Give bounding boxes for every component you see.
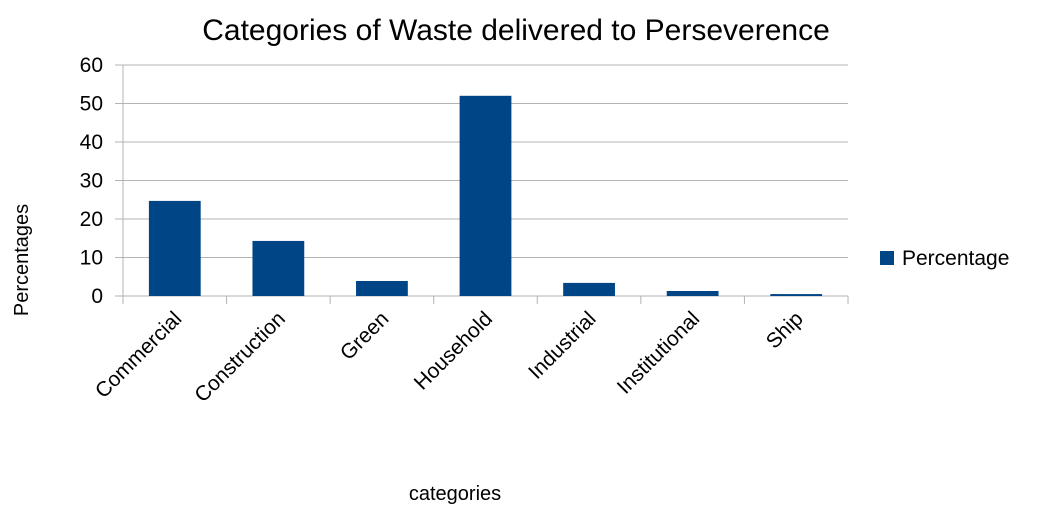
x-axis-title: categories (409, 483, 501, 505)
legend-swatch (880, 251, 894, 265)
bar (666, 290, 719, 296)
bar (459, 95, 512, 296)
chart-title: Categories of Waste delivered to Perseve… (202, 14, 830, 47)
y-tick-label: 60 (80, 54, 103, 77)
bar (563, 282, 615, 296)
bar (356, 280, 408, 296)
y-axis-title: Percentages (11, 204, 33, 316)
x-tick-label: Institutional (613, 307, 704, 398)
x-tick-label: Commercial (91, 307, 186, 402)
y-tick-label: 50 (80, 93, 103, 116)
y-tick-label: 30 (80, 170, 103, 193)
y-tick-label: 0 (91, 285, 103, 308)
bar (148, 200, 201, 296)
y-tick-label: 10 (80, 247, 103, 270)
bar (770, 294, 823, 296)
x-tick-label: Industrial (524, 307, 601, 384)
y-tick-label: 40 (80, 131, 103, 154)
bar (252, 240, 305, 296)
x-tick-label: Ship (762, 307, 808, 353)
x-tick-label: Construction (190, 307, 290, 407)
legend-label: Percentage (902, 247, 1009, 270)
y-tick-label: 20 (80, 208, 103, 231)
x-tick-label: Green (336, 307, 394, 365)
x-tick-label: Household (410, 307, 497, 394)
